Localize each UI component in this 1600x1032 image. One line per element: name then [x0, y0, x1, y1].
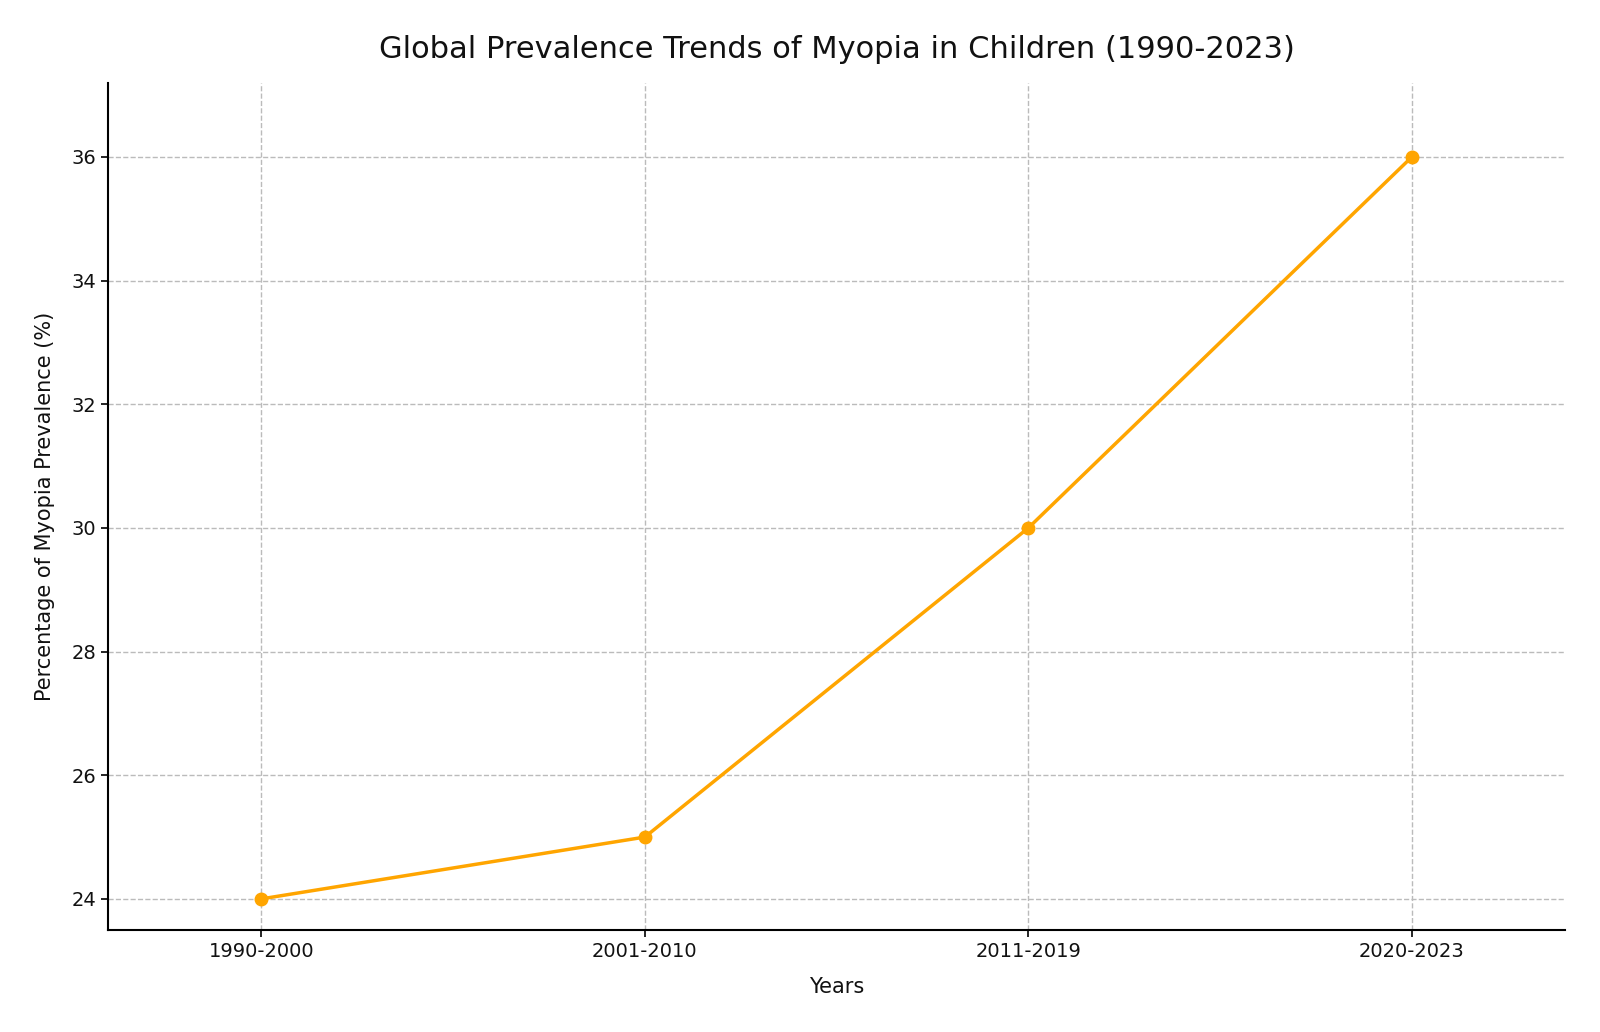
X-axis label: Years: Years: [810, 977, 864, 997]
Y-axis label: Percentage of Myopia Prevalence (%): Percentage of Myopia Prevalence (%): [35, 312, 54, 701]
Title: Global Prevalence Trends of Myopia in Children (1990-2023): Global Prevalence Trends of Myopia in Ch…: [379, 35, 1294, 64]
